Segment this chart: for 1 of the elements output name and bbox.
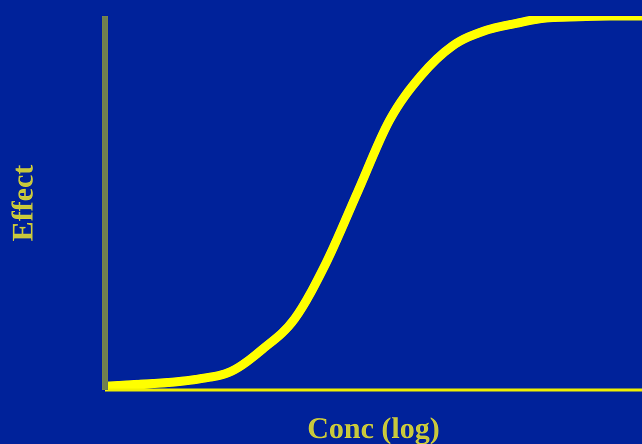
y-axis-title: Effect [6, 164, 40, 242]
